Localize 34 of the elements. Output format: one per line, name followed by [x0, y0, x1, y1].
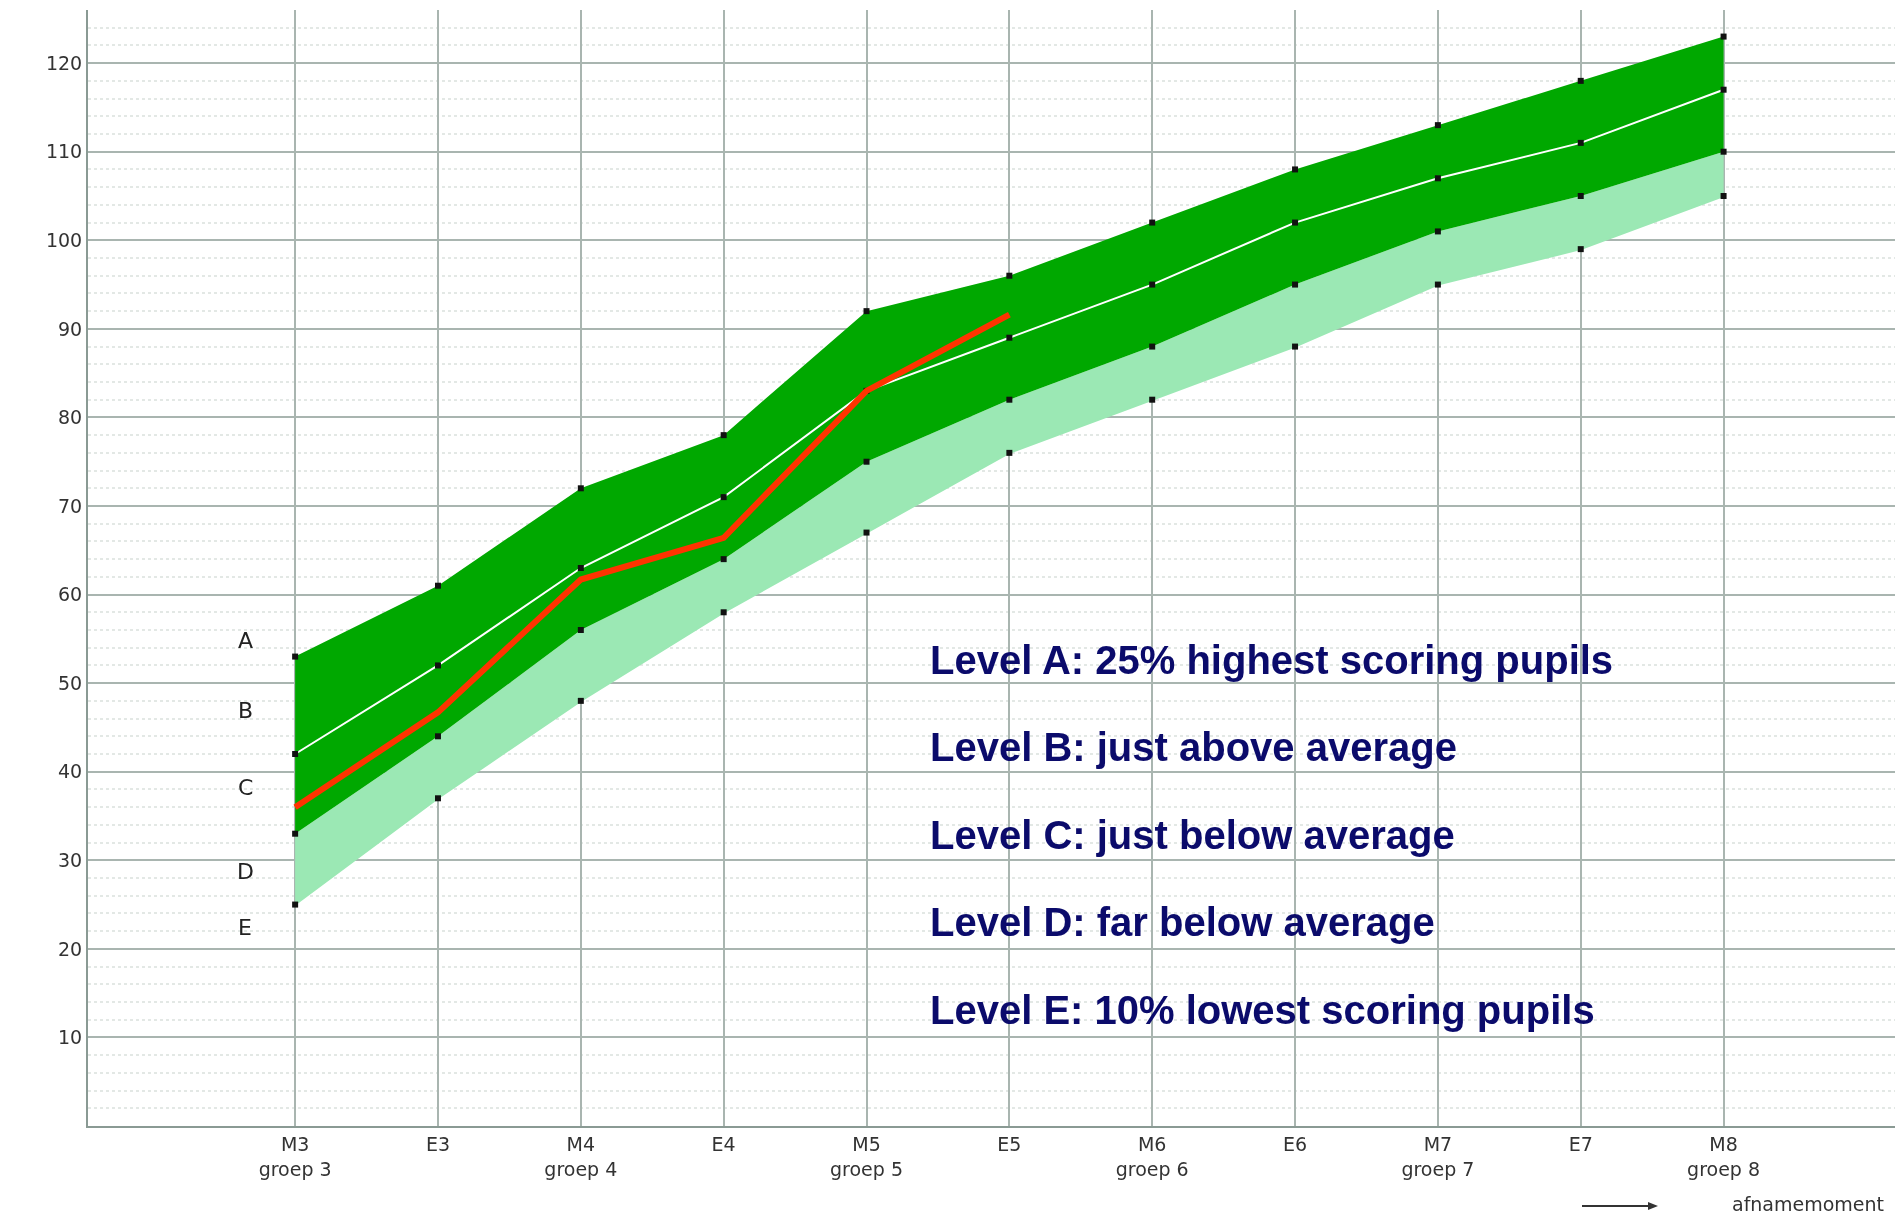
- annotation: Level B: just above average: [930, 725, 1457, 769]
- y-tick-label: 120: [45, 51, 83, 74]
- y-tick-label: 30: [58, 848, 83, 871]
- x-tick-label: E4: [711, 1132, 736, 1155]
- y-tick-label: 100: [45, 228, 83, 251]
- annotation: Level D: far below average: [930, 900, 1435, 944]
- y-tick-label: 10: [58, 1026, 83, 1049]
- x-tick-label: M7 groep 7: [1401, 1132, 1475, 1180]
- y-tick-label: 110: [45, 140, 83, 163]
- x-axis-title: afnamemoment: [1732, 1193, 1885, 1215]
- x-tick-label: M8 groep 8: [1687, 1132, 1761, 1180]
- annotation: Level E: 10% lowest scoring pupils: [930, 988, 1595, 1032]
- y-tick-label: 20: [58, 937, 83, 960]
- x-tick-label: E5: [997, 1132, 1022, 1155]
- x-tick-label: E3: [425, 1132, 451, 1155]
- x-tick-label: E7: [1568, 1132, 1593, 1155]
- annotation: A: [238, 628, 254, 653]
- annotation: Level C: just below average: [930, 813, 1455, 857]
- y-tick-label: 60: [58, 583, 83, 606]
- annotation: Level A: 25% highest scoring pupils: [930, 638, 1614, 682]
- y-tick-label: 80: [58, 406, 83, 429]
- y-tick-label: 50: [58, 671, 83, 694]
- x-tick-label: M3 groep 3: [258, 1132, 332, 1180]
- y-tick-label: 90: [58, 317, 83, 340]
- x-tick-label: E6: [1283, 1132, 1308, 1155]
- x-tick-label: M4 groep 4: [544, 1132, 618, 1180]
- annotation: D: [237, 859, 254, 884]
- y-tick-label: 70: [58, 494, 83, 517]
- annotation: C: [238, 775, 254, 800]
- annotation: B: [238, 698, 254, 723]
- annotation: E: [238, 915, 252, 940]
- x-tick-label: M5 groep 5: [830, 1132, 903, 1180]
- x-tick-label: M6 groep 6: [1115, 1132, 1189, 1180]
- y-tick-label: 40: [58, 760, 83, 783]
